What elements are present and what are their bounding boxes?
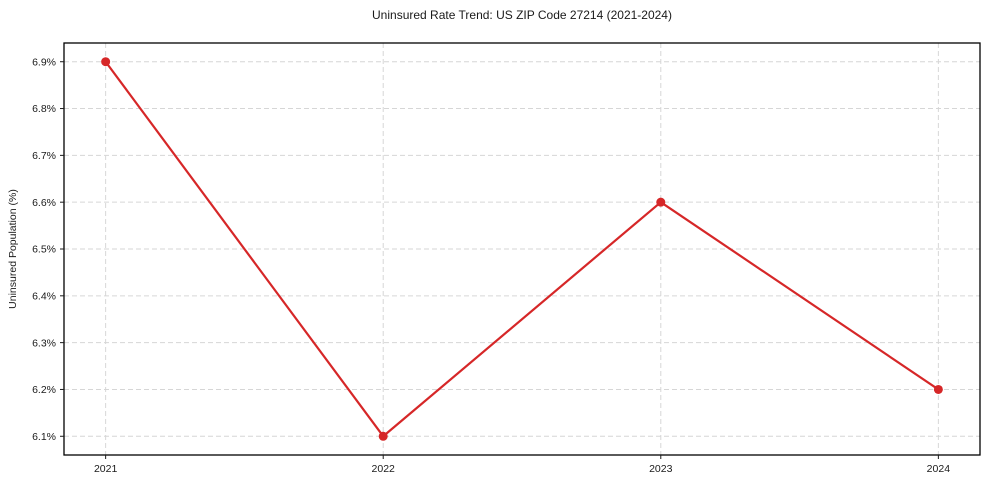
data-point (933, 384, 943, 394)
y-tick-label: 6.9% (32, 56, 56, 68)
y-tick-label: 6.7% (32, 150, 56, 162)
y-tick-label: 6.5% (32, 244, 56, 256)
data-point (101, 57, 111, 67)
x-tick-label: 2021 (94, 463, 118, 475)
x-tick-label: 2024 (927, 463, 951, 475)
y-tick-label: 6.3% (32, 337, 56, 349)
x-tick-label: 2022 (372, 463, 396, 475)
chart-title: Uninsured Rate Trend: US ZIP Code 27214 … (372, 8, 672, 22)
y-tick-label: 6.1% (32, 431, 56, 443)
data-point (656, 197, 666, 207)
x-tick-label: 2023 (649, 463, 673, 475)
y-tick-label: 6.8% (32, 103, 56, 115)
y-tick-label: 6.2% (32, 384, 56, 396)
data-point (378, 431, 388, 441)
y-tick-label: 6.6% (32, 197, 56, 209)
y-tick-label: 6.4% (32, 290, 56, 302)
trend-line (104, 60, 940, 438)
